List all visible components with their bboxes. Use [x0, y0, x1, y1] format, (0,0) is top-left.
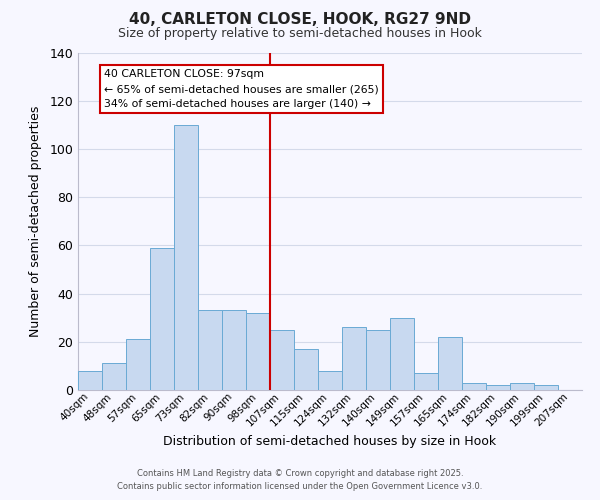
- Text: 40, CARLETON CLOSE, HOOK, RG27 9ND: 40, CARLETON CLOSE, HOOK, RG27 9ND: [129, 12, 471, 28]
- Bar: [390, 318, 414, 390]
- Bar: [438, 337, 462, 390]
- Bar: [270, 330, 294, 390]
- Bar: [78, 370, 102, 390]
- Bar: [318, 370, 342, 390]
- Bar: [246, 313, 270, 390]
- Bar: [222, 310, 246, 390]
- Bar: [510, 383, 534, 390]
- Text: Contains HM Land Registry data © Crown copyright and database right 2025.
Contai: Contains HM Land Registry data © Crown c…: [118, 469, 482, 491]
- Text: 40 CARLETON CLOSE: 97sqm
← 65% of semi-detached houses are smaller (265)
34% of : 40 CARLETON CLOSE: 97sqm ← 65% of semi-d…: [104, 70, 379, 109]
- Text: Size of property relative to semi-detached houses in Hook: Size of property relative to semi-detach…: [118, 28, 482, 40]
- Y-axis label: Number of semi-detached properties: Number of semi-detached properties: [29, 106, 43, 337]
- Bar: [198, 310, 222, 390]
- Bar: [294, 349, 318, 390]
- Bar: [126, 340, 150, 390]
- X-axis label: Distribution of semi-detached houses by size in Hook: Distribution of semi-detached houses by …: [163, 435, 497, 448]
- Bar: [102, 364, 126, 390]
- Bar: [534, 385, 558, 390]
- Bar: [342, 328, 366, 390]
- Bar: [414, 373, 438, 390]
- Bar: [174, 125, 198, 390]
- Bar: [150, 248, 174, 390]
- Bar: [486, 385, 510, 390]
- Bar: [462, 383, 486, 390]
- Bar: [366, 330, 390, 390]
